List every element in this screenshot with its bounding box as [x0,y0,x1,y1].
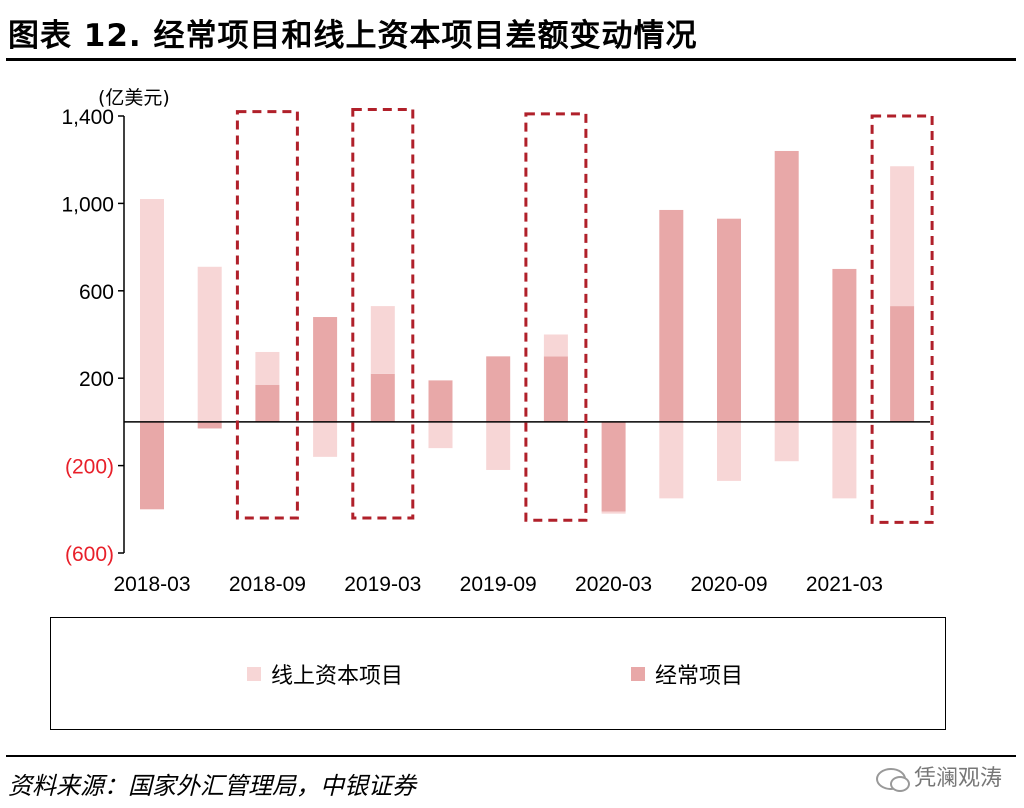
current-bar [140,421,164,510]
watermark-text: 凭澜观涛 [913,766,1002,791]
x-tick-label: 2019-03 [344,573,421,596]
chart-title: 图表 12. 经常项目和线上资本项目差额变动情况 [8,18,698,54]
current-bar [428,380,453,422]
y-axis: 1,400 1,000 600 200 (200) (600) [61,106,125,566]
highlight-box [235,110,299,520]
capital-bar [428,421,453,449]
legend-item-capital: 线上资本项目 [247,658,403,690]
wechat-icon [875,768,910,792]
capital-bar [197,266,222,422]
x-tick-label: 2018-03 [113,573,190,596]
y-tick-label: 1,000 [61,193,114,216]
capital-bar [313,421,338,457]
x-tick-label: 2020-03 [575,573,652,596]
chart-legend: 线上资本项目 经常项目 [50,617,946,730]
current-bar [717,218,741,422]
current-bar [601,421,626,512]
y-axis-unit-label: (亿美元) [98,87,170,109]
current-bar [543,356,568,422]
y-tick-label: 600 [79,281,114,304]
capital-bar [370,306,395,374]
capital-bar [774,421,799,462]
legend-label-capital: 线上资本项目 [271,664,404,689]
capital-bar [255,351,280,385]
highlight-box [870,114,934,524]
capital-bar [486,421,511,470]
footer-divider [6,755,1016,757]
capital-bar [659,421,684,499]
y-tick-label: (600) [65,543,114,566]
source-note: 资料来源：国家外汇管理局，中银证券 [8,772,416,800]
legend-item-current: 经常项目 [631,658,743,690]
legend-label-current: 经常项目 [655,664,744,689]
bar-series-group [124,150,930,514]
highlight-box [351,107,415,520]
x-axis: 2018-03 2018-09 2019-03 2019-09 2020-03 2020-… [113,573,882,596]
capital-bar [890,166,915,307]
y-tick-label: (200) [65,456,114,479]
x-tick-label: 2020-09 [690,573,767,596]
current-bar [370,373,395,422]
current-bar [832,268,857,422]
current-bar [774,150,799,422]
legend-swatch-current [631,667,645,681]
y-tick-label: 1,400 [61,106,114,129]
capital-bar [140,199,164,422]
current-bar [313,317,338,422]
capital-bar [543,334,568,357]
title-divider [6,58,1016,61]
x-tick-label: 2018-09 [229,573,306,596]
y-tick-label: 200 [79,368,114,391]
current-bar [255,384,280,422]
capital-bar [832,421,857,499]
capital-bar [601,511,626,514]
x-tick-label: 2019-09 [460,573,537,596]
current-bar [890,306,915,422]
highlight-boxes [235,107,934,524]
current-bar [659,209,684,422]
highlight-box [524,112,588,522]
x-tick-label: 2021-03 [806,573,883,596]
current-bar [486,356,511,422]
current-bar [197,421,222,429]
legend-swatch-capital [247,667,261,681]
capital-bar [717,421,741,481]
watermark: 凭澜观涛 [875,760,1002,792]
bar-chart: (亿美元) 1,400 1,000 600 200 (200) (600) 2018-03… [61,87,934,596]
